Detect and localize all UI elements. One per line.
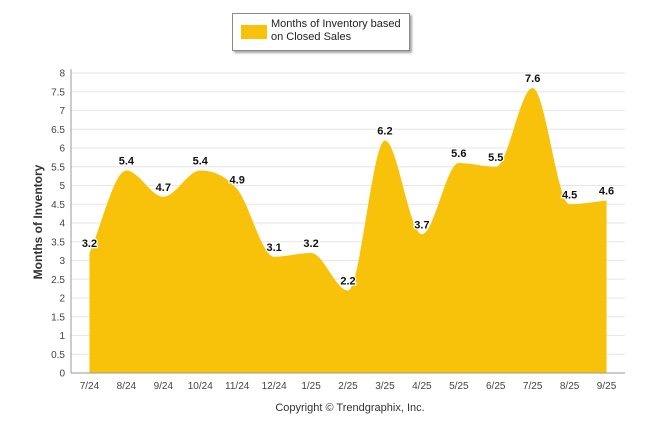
x-tick-label: 8/25 (560, 381, 580, 392)
data-label: 4.9 (230, 174, 245, 186)
x-tick-label: 6/25 (486, 381, 506, 392)
y-tick-label: 1.5 (51, 312, 65, 323)
data-label: 3.2 (82, 238, 97, 250)
copyright-text: Copyright © Trendgraphix, Inc. (275, 402, 425, 414)
y-tick-label: 3 (59, 256, 65, 267)
y-tick-label: 0 (59, 369, 65, 380)
y-tick-label: 6.5 (51, 125, 65, 136)
legend-swatch (241, 25, 267, 39)
data-label: 2.2 (340, 276, 355, 288)
legend-label: Months of Inventory based on Closed Sale… (271, 18, 401, 43)
x-tick-label: 9/25 (597, 381, 617, 392)
y-tick-label: 1 (59, 331, 65, 342)
y-tick-label: 0.5 (51, 350, 65, 361)
y-tick-label: 6 (59, 144, 65, 155)
x-tick-label: 8/24 (117, 381, 137, 392)
y-tick-label: 4.5 (51, 200, 65, 211)
y-tick-label: 7.5 (51, 87, 65, 98)
axes (70, 69, 625, 374)
x-tick-label: 4/25 (412, 381, 432, 392)
y-tick-label: 4 (59, 219, 65, 230)
x-tick-label: 9/24 (154, 381, 174, 392)
y-tick-label: 2.5 (51, 275, 65, 286)
y-tick-label: 8 (59, 69, 65, 80)
x-tick-label: 3/25 (375, 381, 395, 392)
y-axis-title: Months of Inventory (31, 164, 45, 279)
data-label: 7.6 (525, 73, 540, 85)
series-area (89, 88, 607, 373)
x-tick-label: 1/25 (301, 381, 321, 392)
x-tick-label: 7/24 (80, 381, 100, 392)
legend: Months of Inventory based on Closed Sale… (232, 13, 410, 51)
data-label: 5.4 (119, 156, 135, 168)
y-tick-labels: 0 0.5 1 1.5 2 2.5 3 3.5 4 4.5 5 5.5 6 6.5 7 7.5 8 (51, 69, 65, 380)
data-label: 6.2 (377, 126, 392, 138)
y-tick-label: 5.5 (51, 162, 65, 173)
data-label: 3.7 (414, 219, 429, 231)
series-area-path (89, 88, 607, 373)
x-tick-labels: 7/24 8/24 9/24 10/24 11/24 12/24 1/25 2/25 3/25 4… (80, 381, 617, 392)
data-labels: 3.2 5.4 4.7 5.4 4.9 3.1 3.2 2.2 6.2 3.7 5.6 5.5 7.6 4… (81, 72, 616, 289)
x-tick-label: 12/24 (262, 381, 287, 392)
data-label: 3.1 (266, 242, 281, 254)
x-tick-label: 11/24 (225, 381, 250, 392)
x-tick-label: 2/25 (338, 381, 358, 392)
data-label: 4.7 (156, 182, 171, 194)
x-tick-label: 7/25 (523, 381, 543, 392)
data-label: 4.5 (562, 189, 577, 201)
y-tick-label: 3.5 (51, 237, 65, 248)
data-label: 5.6 (451, 148, 466, 160)
x-tick-label: 10/24 (188, 381, 213, 392)
data-label: 5.4 (193, 156, 209, 168)
data-label: 3.2 (303, 238, 318, 250)
x-tick-label: 5/25 (449, 381, 469, 392)
data-label: 5.5 (488, 152, 503, 164)
y-tick-label: 2 (59, 294, 65, 305)
y-tick-label: 7 (59, 106, 65, 117)
y-tick-label: 5 (59, 181, 65, 192)
data-label: 4.6 (599, 186, 614, 198)
